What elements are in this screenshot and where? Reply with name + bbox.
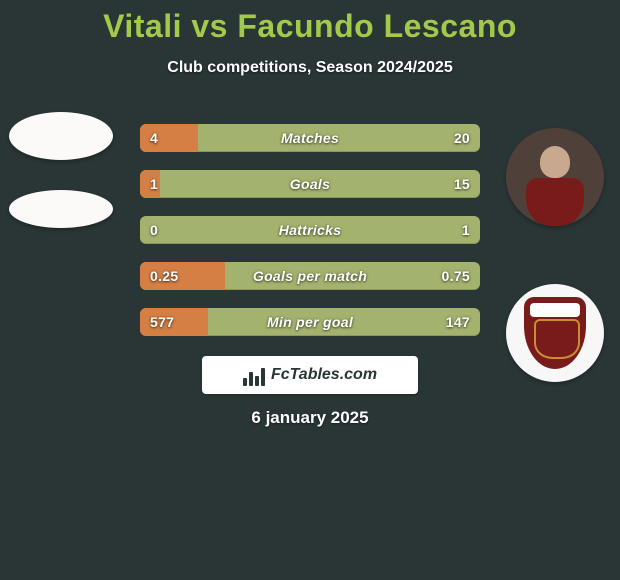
- date-label: 6 january 2025: [0, 408, 620, 428]
- club-crest-icon: [524, 297, 586, 369]
- comparison-bars: 4Matches201Goals150Hattricks10.25Goals p…: [140, 124, 480, 336]
- bar-chart-icon: [243, 364, 265, 386]
- stat-row: 1Goals15: [140, 170, 480, 198]
- stat-row: 577Min per goal147: [140, 308, 480, 336]
- left-player-column: [6, 112, 116, 228]
- watermark: FcTables.com: [202, 356, 418, 394]
- stat-label: Matches: [140, 124, 480, 152]
- club-right-logo: [506, 284, 604, 382]
- club-left-logo-placeholder: [9, 190, 113, 228]
- stat-right-value: 147: [446, 308, 470, 336]
- stat-right-value: 15: [454, 170, 470, 198]
- stat-label: Min per goal: [140, 308, 480, 336]
- page-title: Vitali vs Facundo Lescano: [0, 0, 620, 45]
- stat-row: 4Matches20: [140, 124, 480, 152]
- stat-label: Hattricks: [140, 216, 480, 244]
- stat-right-value: 0.75: [442, 262, 470, 290]
- stat-row: 0Hattricks1: [140, 216, 480, 244]
- stat-label: Goals: [140, 170, 480, 198]
- stat-label: Goals per match: [140, 262, 480, 290]
- watermark-text: FcTables.com: [271, 366, 377, 384]
- stat-right-value: 20: [454, 124, 470, 152]
- stat-right-value: 1: [462, 216, 470, 244]
- subtitle: Club competitions, Season 2024/2025: [0, 59, 620, 77]
- player-right-avatar: [506, 128, 604, 226]
- player-left-avatar-placeholder: [9, 112, 113, 160]
- right-player-column: [500, 128, 610, 382]
- stat-row: 0.25Goals per match0.75: [140, 262, 480, 290]
